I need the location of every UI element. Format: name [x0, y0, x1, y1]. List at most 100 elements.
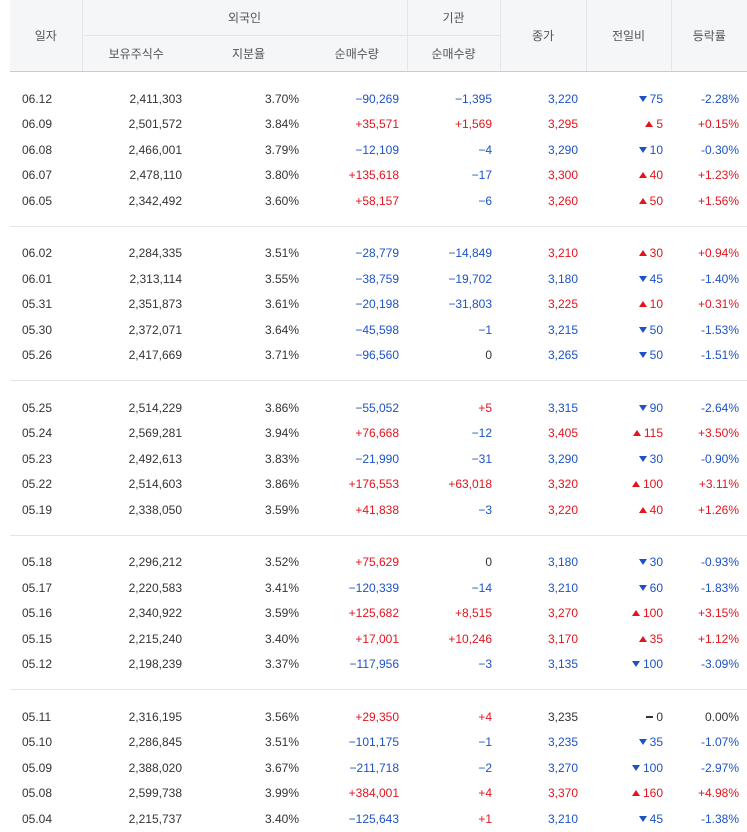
cell-rate: -0.90% — [701, 451, 740, 466]
cell-change: 60 — [586, 575, 671, 601]
cell-close: 3,260 — [548, 193, 579, 208]
cell-change: 90 — [586, 395, 671, 421]
header-foreign-net: 순매수량 — [307, 35, 408, 72]
cell-ratio: 3.59% — [264, 502, 299, 517]
group-divider — [10, 522, 747, 536]
cell-change: 100 — [586, 472, 671, 498]
triangle-down-icon — [638, 559, 647, 566]
cell-inst-net: 0 — [485, 348, 493, 363]
cell-close: 3,300 — [548, 168, 579, 183]
cell-rate: -1.51% — [701, 348, 740, 363]
triangle-up-icon — [645, 121, 654, 128]
cell-ratio: 3.52% — [264, 555, 299, 570]
triangle-down-icon — [638, 404, 647, 411]
cell-holdings: 2,296,212 — [128, 555, 182, 570]
cell-change: 30 — [586, 550, 671, 576]
change-value: 100 — [643, 606, 664, 621]
cell-inst-net: −12 — [471, 426, 493, 441]
cell-change: 0 — [586, 704, 671, 730]
cell-holdings: 2,215,240 — [128, 631, 182, 646]
cell-change: 35 — [586, 626, 671, 652]
cell-inst-net: +1,569 — [454, 117, 493, 132]
table-row: 05.15 2,215,240 3.40% +17,001 +10,246 3,170 35… — [10, 626, 747, 652]
cell-holdings: 2,492,613 — [128, 451, 182, 466]
header-inst-net: 순매수량 — [406, 35, 501, 72]
cell-foreign-net: +384,001 — [348, 786, 400, 801]
triangle-up-icon — [638, 250, 647, 257]
triangle-down-icon — [638, 455, 647, 462]
cell-holdings: 2,198,239 — [128, 657, 182, 672]
change-value: 30 — [649, 246, 664, 261]
cell-inst-net: −3 — [478, 657, 493, 672]
cell-rate: -2.64% — [701, 400, 740, 415]
cell-foreign-net: −21,990 — [355, 451, 400, 466]
dash-icon — [646, 715, 654, 718]
cell-close: 3,265 — [548, 348, 579, 363]
cell-holdings: 2,501,572 — [128, 117, 182, 132]
cell-close: 3,220 — [548, 502, 579, 517]
table-row: 05.26 2,417,669 3.71% −96,560 0 3,265 50 -1.51% — [10, 343, 747, 369]
table-row: 05.18 2,296,212 3.52% +75,629 0 3,180 30 -0.93% — [10, 550, 747, 576]
cell-rate: -2.28% — [701, 91, 740, 106]
cell-ratio: 3.86% — [264, 477, 299, 492]
triangle-up-icon — [632, 481, 640, 488]
cell-inst-net: +1 — [478, 811, 493, 826]
cell-foreign-net: −117,956 — [349, 657, 400, 672]
cell-rate: +0.94% — [697, 246, 740, 261]
cell-date: 06.02 — [22, 246, 53, 261]
change-value: 30 — [649, 451, 664, 466]
cell-foreign-net: −101,175 — [348, 735, 400, 750]
header-institution: 기관 — [406, 0, 501, 36]
cell-foreign-net: −12,109 — [355, 142, 400, 157]
table-row: 06.12 2,411,303 3.70% −90,269 −1,395 3,220 75 -… — [10, 86, 747, 112]
cell-close: 3,210 — [548, 811, 579, 826]
cell-rate: -2.97% — [701, 760, 740, 775]
change-value: 10 — [649, 142, 664, 157]
triangle-down-icon — [638, 275, 647, 282]
change-value: 75 — [649, 91, 664, 106]
cell-foreign-net: +125,682 — [348, 606, 400, 621]
group-divider — [10, 368, 747, 381]
change-value: 35 — [649, 631, 664, 646]
cell-rate: +3.11% — [698, 477, 740, 492]
cell-change: 45 — [586, 266, 671, 292]
cell-rate: -1.83% — [701, 580, 740, 595]
change-value: 45 — [649, 811, 664, 826]
cell-ratio: 3.70% — [264, 91, 299, 106]
triangle-up-icon — [638, 172, 647, 179]
table-row: 05.30 2,372,071 3.64% −45,598 −1 3,215 50 -1.53… — [10, 317, 747, 343]
group-spacer — [10, 381, 747, 396]
triangle-up-icon — [632, 790, 640, 797]
cell-date: 05.30 — [22, 322, 53, 337]
cell-close: 3,215 — [548, 322, 579, 337]
table-row: 06.09 2,501,572 3.84% +35,571 +1,569 3,295 5 +0… — [10, 112, 747, 138]
cell-ratio: 3.84% — [264, 117, 299, 132]
cell-inst-net: +8,515 — [454, 606, 493, 621]
triangle-down-icon — [638, 739, 647, 746]
header-date: 일자 — [10, 0, 82, 72]
cell-rate: +3.50% — [697, 426, 740, 441]
change-value: 35 — [649, 735, 664, 750]
cell-ratio: 3.41% — [264, 580, 299, 595]
cell-ratio: 3.60% — [264, 193, 299, 208]
cell-rate: +1.12% — [697, 631, 740, 646]
header-rate: 등락률 — [670, 0, 747, 72]
table-row: 05.08 2,599,738 3.99% +384,001 +4 3,370 160 +4.… — [10, 781, 747, 807]
cell-date: 06.07 — [22, 168, 53, 183]
table-row: 05.12 2,198,239 3.37% −117,956 −3 3,135 100 -3.… — [10, 652, 747, 678]
cell-foreign-net: +58,157 — [355, 193, 400, 208]
cell-change: 30 — [586, 446, 671, 472]
cell-foreign-net: +17,001 — [355, 631, 400, 646]
cell-ratio: 3.80% — [264, 168, 299, 183]
group-spacer — [10, 72, 747, 87]
cell-inst-net: −1 — [478, 322, 493, 337]
triangle-up-icon — [632, 610, 640, 617]
cell-inst-net: +4 — [478, 709, 493, 724]
header-change: 전일비 — [585, 0, 672, 72]
cell-change: 30 — [586, 241, 671, 267]
cell-date: 05.04 — [22, 811, 53, 826]
cell-holdings: 2,342,492 — [128, 193, 182, 208]
cell-rate: +3.15% — [697, 606, 740, 621]
change-value: 50 — [649, 322, 664, 337]
change-value: 40 — [649, 168, 664, 183]
